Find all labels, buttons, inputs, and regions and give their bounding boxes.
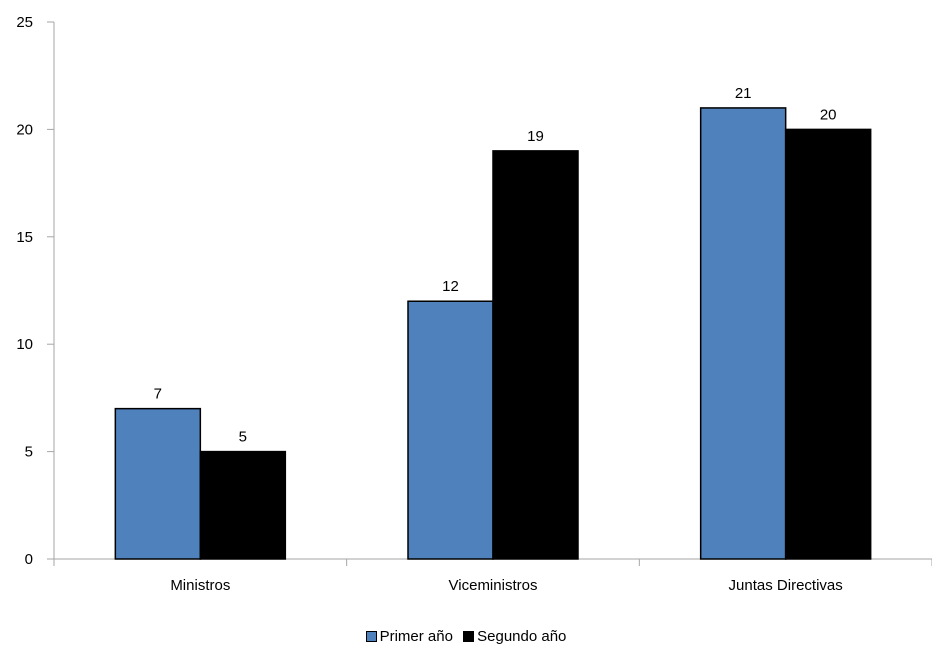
data-labels: 7 5 12 19 21 20	[154, 85, 837, 446]
legend: Primer año Segundo año	[0, 628, 932, 646]
data-label: 20	[820, 106, 837, 123]
x-tick-label: Juntas Directivas	[729, 577, 843, 594]
y-axis: 0 5 10 15 20 25	[16, 14, 55, 568]
bar	[699, 107, 787, 560]
data-label: 21	[735, 85, 752, 102]
x-tick-label: Ministros	[170, 577, 230, 594]
x-tick-label: Viceministros	[449, 577, 538, 594]
y-tick-label: 20	[16, 121, 33, 138]
data-label: 5	[239, 429, 247, 446]
bar	[492, 150, 579, 560]
y-tick-label: 15	[16, 229, 33, 246]
bar	[199, 450, 287, 560]
data-label: 12	[442, 278, 459, 295]
bar	[784, 128, 872, 560]
y-tick-label: 10	[16, 336, 33, 353]
legend-label-primer: Primer año	[379, 628, 453, 645]
legend-item-segundo: Segundo año	[463, 628, 566, 645]
bars	[114, 107, 872, 560]
y-tick-label: 0	[25, 551, 33, 568]
legend-label-segundo: Segundo año	[477, 628, 567, 645]
data-label: 7	[154, 386, 162, 403]
legend-item-primer: Primer año	[365, 628, 453, 645]
y-tick-label: 5	[25, 444, 33, 461]
bar	[114, 407, 202, 560]
y-tick-label: 25	[16, 14, 33, 31]
x-axis: Ministros Viceministros Juntas Directivas	[53, 558, 932, 594]
data-label: 19	[527, 128, 544, 145]
legend-swatch-segundo	[463, 631, 475, 642]
bar	[407, 300, 494, 560]
legend-swatch-primer	[365, 631, 377, 642]
